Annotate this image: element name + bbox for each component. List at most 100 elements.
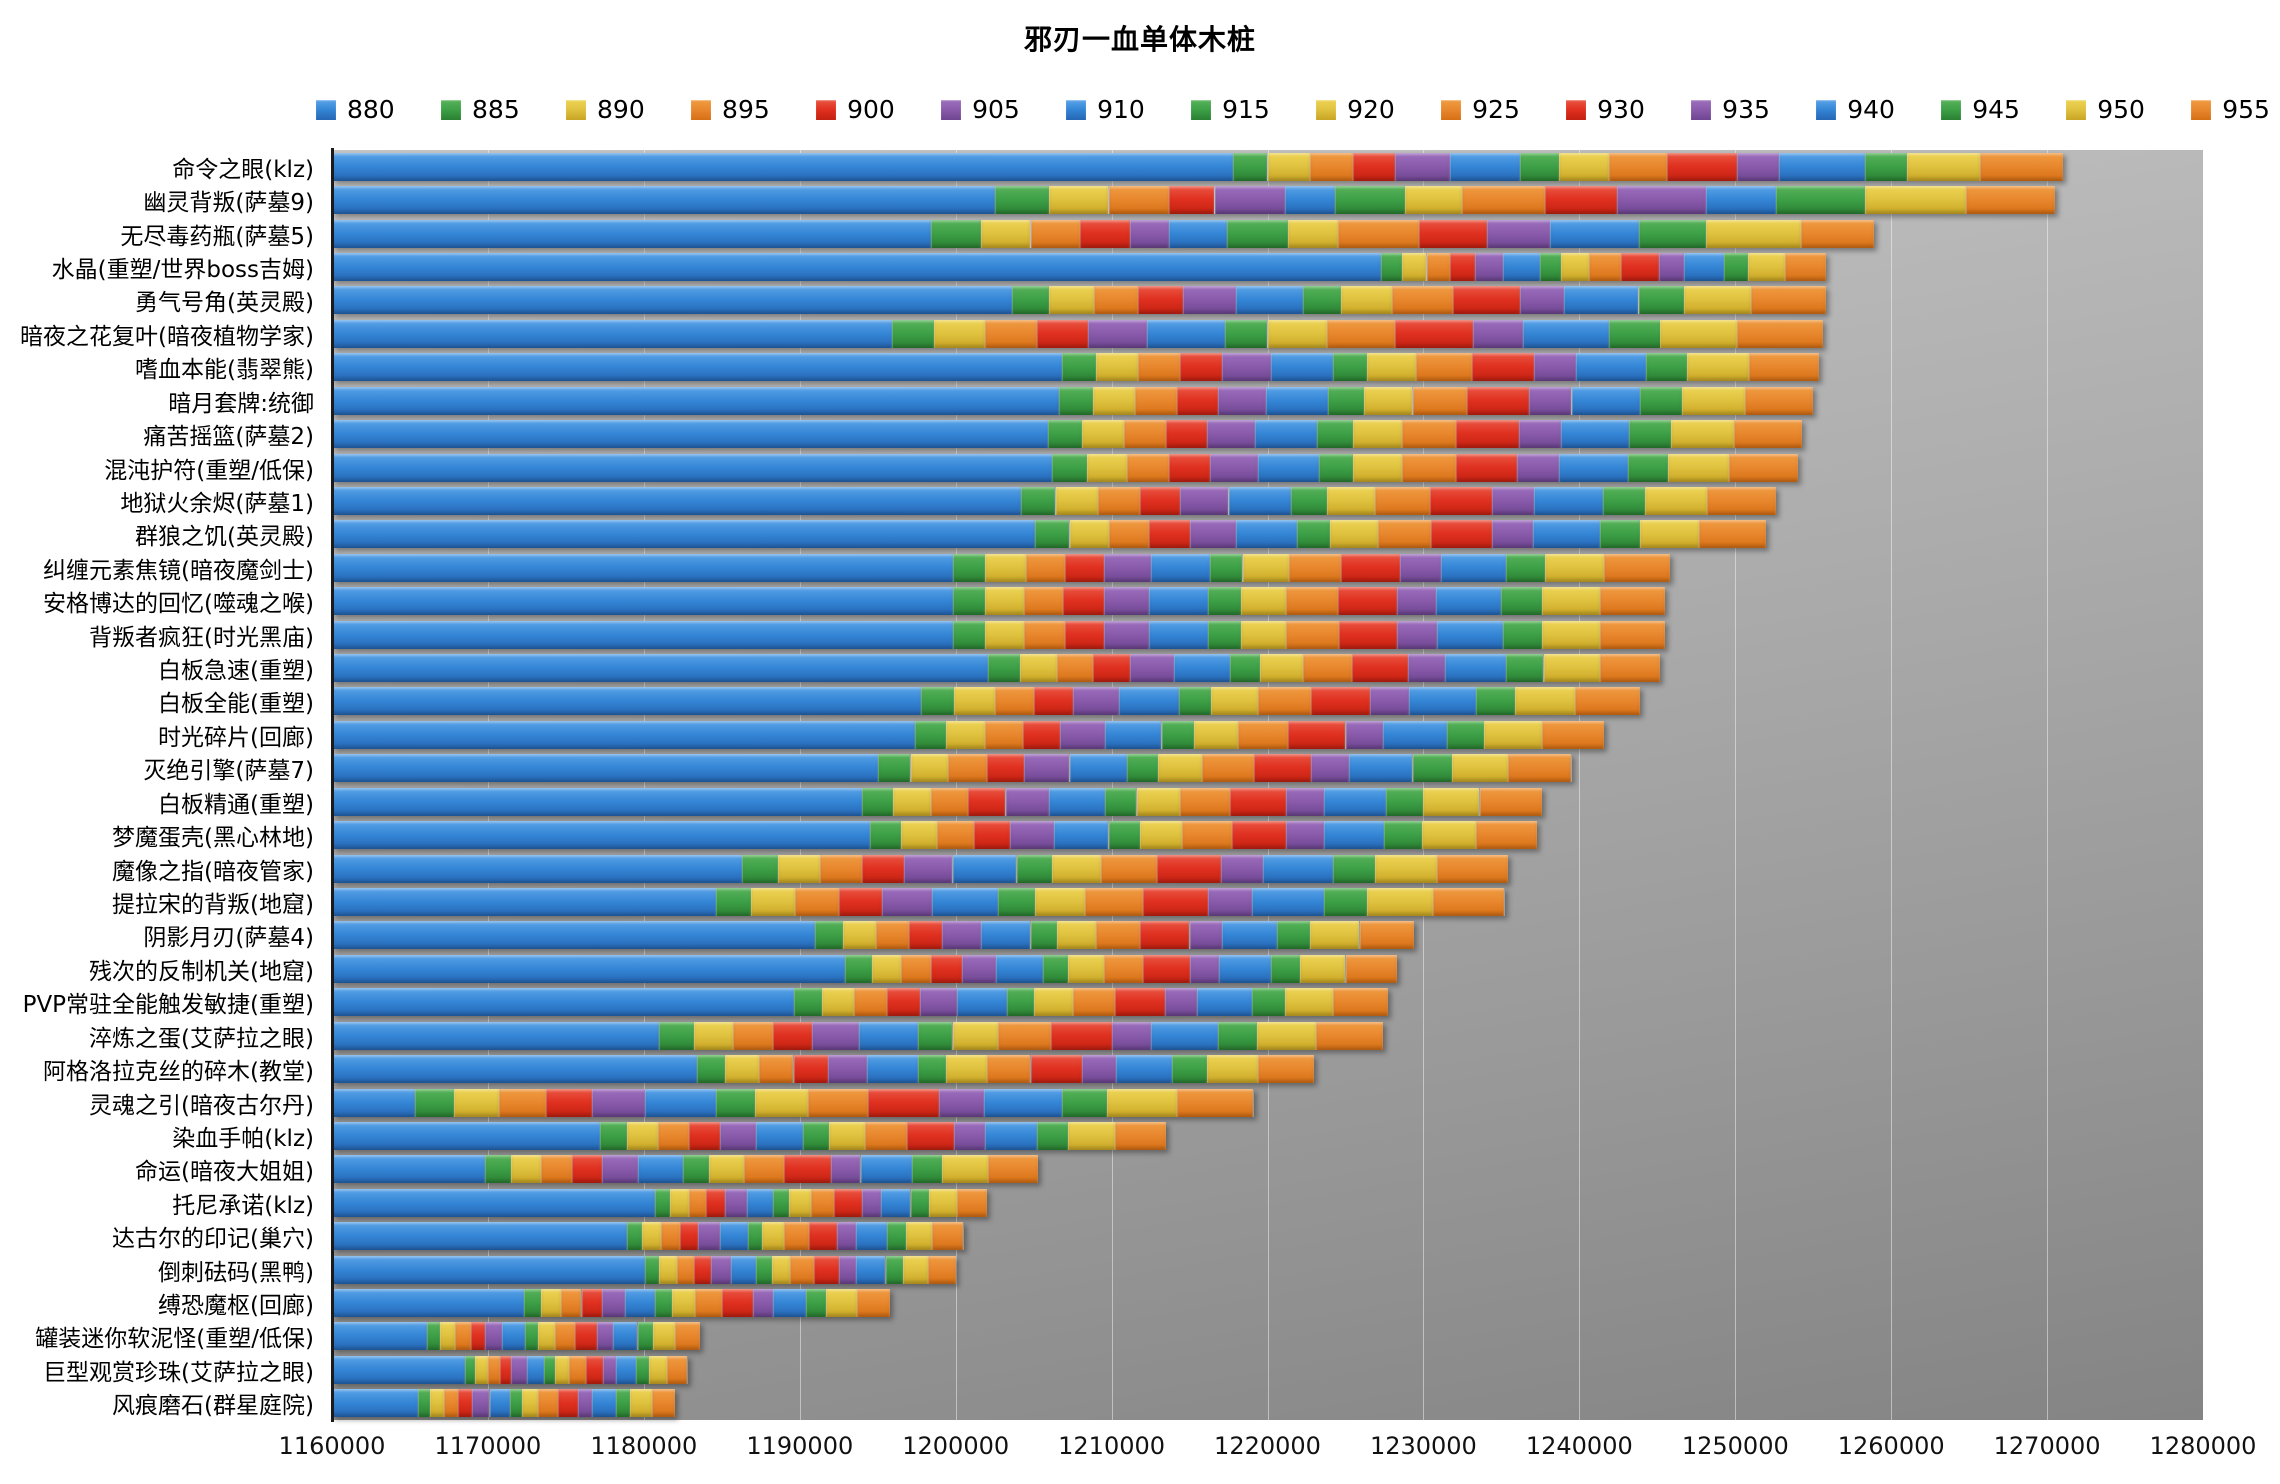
bar-segment-880 (332, 687, 922, 716)
bar-segment-890 (1096, 353, 1139, 382)
bar-segment-925 (743, 1155, 785, 1184)
bar-segment-900 (930, 954, 962, 983)
bar-segment-930 (1339, 620, 1397, 649)
bar-segment-920 (1353, 453, 1402, 482)
bar-segment-955 (1785, 253, 1826, 281)
bar-segment-905 (1010, 821, 1054, 850)
bar-segment-940 (1563, 286, 1639, 315)
bar-segment-915 (918, 1055, 947, 1084)
bar-segment-925 (1412, 386, 1468, 415)
chart-title: 邪刃一血单体木桩 (1023, 23, 1256, 56)
bar-segment-890 (1019, 654, 1057, 682)
legend-swatch-icon (316, 99, 336, 120)
bar-segment-895 (540, 1155, 573, 1184)
bar-segment-880 (332, 888, 716, 916)
bar-row (332, 1188, 2203, 1217)
bar-segment-920 (1052, 854, 1101, 883)
legend-item: 950 (2066, 95, 2145, 124)
bar-segment-880 (332, 1055, 697, 1084)
bar-segment-925 (1237, 720, 1288, 749)
bar-segment-945 (1775, 186, 1865, 215)
bar-segment-900 (1177, 386, 1218, 415)
bar-segment-880 (332, 319, 892, 348)
bar-segment-920 (1139, 821, 1182, 850)
bar-segment-940 (1571, 386, 1641, 415)
bar-segment-905 (1206, 420, 1255, 449)
bar-segment-945 (1506, 654, 1544, 682)
y-axis-line (331, 148, 334, 1422)
bar-segment-890 (1049, 286, 1095, 315)
bar-segment-935 (597, 1322, 613, 1351)
bar-segment-935 (1407, 654, 1446, 682)
bar-segment-900 (1149, 520, 1190, 549)
gridline (2047, 150, 2049, 1420)
bar-segment-895 (1124, 420, 1167, 449)
bar-segment-940 (1323, 787, 1386, 816)
legend-item: 880 (316, 95, 395, 124)
bar-segment-920 (671, 1289, 696, 1317)
legend-swatch-icon (1441, 99, 1462, 120)
bar-segment-880 (332, 453, 1053, 482)
bar-segment-925 (1286, 620, 1340, 649)
bar-segment-915 (1007, 988, 1034, 1017)
legend-swatch-icon (1691, 99, 1712, 120)
bar-segment-915 (1208, 587, 1241, 616)
bar-segment-955 (1980, 152, 2063, 181)
bar-segment-910 (1049, 787, 1106, 816)
bar-segment-950 (1375, 854, 1438, 883)
bar-segment-930 (1142, 888, 1209, 916)
bar-segment-955 (1749, 353, 1820, 382)
bar-segment-880 (332, 1155, 485, 1184)
bar-segment-930 (586, 1355, 604, 1384)
bar-segment-890 (985, 553, 1026, 582)
bar-segment-930 (809, 1222, 838, 1251)
bar-segment-900 (679, 1222, 699, 1251)
bar-segment-945 (1036, 1121, 1068, 1150)
legend-label: 930 (1597, 95, 1645, 124)
bar-segment-920 (1353, 420, 1402, 449)
bar-segment-955 (1729, 453, 1798, 482)
bar-segment-955 (1333, 988, 1388, 1017)
bar-segment-940 (1560, 420, 1630, 449)
bar-segment-880 (332, 520, 1036, 549)
bar-segment-935 (1208, 888, 1252, 916)
bar-segment-910 (625, 1289, 655, 1317)
bar-segment-885 (869, 821, 902, 850)
bar-segment-950 (1067, 1121, 1115, 1150)
bar-segment-940 (1219, 954, 1271, 983)
legend-swatch-icon (1566, 99, 1587, 120)
bar-segment-885 (915, 720, 947, 749)
bar-segment-895 (994, 687, 1034, 716)
bar-segment-940 (855, 1255, 886, 1284)
bar-segment-905 (904, 854, 953, 883)
bar-segment-950 (1686, 353, 1750, 382)
bar-segment-940 (1705, 186, 1776, 215)
bar-segment-900 (1092, 654, 1131, 682)
row-label: 无尽毒药瓶(萨墓5) (120, 223, 314, 250)
bar-segment-880 (332, 553, 953, 582)
bar-segment-930 (1253, 754, 1312, 783)
legend-label: 940 (1847, 95, 1895, 124)
bar-segment-885 (952, 553, 986, 582)
bar-segment-955 (1599, 654, 1661, 682)
bar-segment-915 (1209, 553, 1243, 582)
bar-segment-905 (1217, 386, 1266, 415)
bar-segment-885 (1058, 386, 1093, 415)
bar-segment-890 (1069, 520, 1109, 549)
bar-segment-920 (1364, 386, 1413, 415)
bar-segment-930 (1311, 687, 1371, 716)
row-label: 命令之眼(klz) (172, 156, 314, 183)
bar-segment-915 (756, 1255, 772, 1284)
bar-segment-940 (1445, 654, 1506, 682)
bar-row (332, 754, 2203, 783)
bar-segment-900 (689, 1121, 721, 1150)
bar-segment-930 (868, 1088, 939, 1117)
legend-label: 885 (472, 95, 520, 124)
row-label: 痛苦摇篮(萨墓2) (143, 424, 314, 451)
bar-segment-885 (1011, 286, 1050, 315)
bar-segment-895 (1309, 152, 1354, 181)
bar-segment-880 (332, 1188, 655, 1217)
row-label: 白板全能(重塑) (158, 691, 314, 718)
bar-segment-925 (1401, 453, 1457, 482)
bar-segment-935 (1616, 186, 1706, 215)
